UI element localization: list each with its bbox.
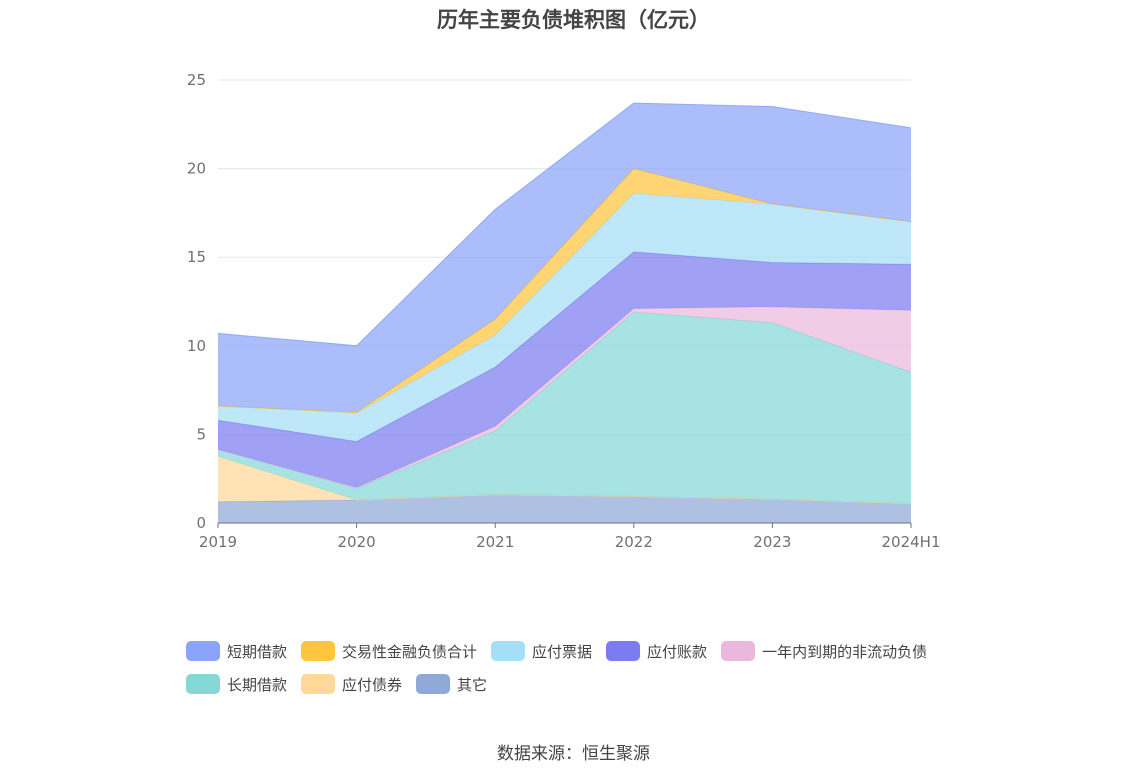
chart-title: 历年主要负债堆积图（亿元） xyxy=(437,8,710,32)
y-tick-label: 10 xyxy=(187,337,206,355)
legend-item[interactable]: 应付债券 xyxy=(301,674,402,695)
legend: 短期借款 交易性金融负债合计 应付票据 应付账款 一年内到期的非流动负债 长期借款 应付债… xyxy=(186,640,986,706)
legend-row: 短期借款 交易性金融负债合计 应付票据 应付账款 一年内到期的非流动负债 xyxy=(186,640,986,662)
x-tick-label: 2021 xyxy=(476,533,514,551)
legend-item[interactable]: 一年内到期的非流动负债 xyxy=(721,641,927,662)
axes: 0 5 10 15 20 25 2019 2020 2021 2022 2023 2024H1 xyxy=(187,71,941,551)
legend-swatch xyxy=(416,674,451,694)
y-tick-label: 5 xyxy=(196,425,206,443)
legend-swatch xyxy=(721,641,756,661)
y-tick-label: 15 xyxy=(187,248,206,266)
area-series xyxy=(218,103,911,413)
area-series-line xyxy=(217,102,912,347)
area-series xyxy=(218,312,911,504)
source-note: 数据来源：恒生聚源 xyxy=(497,744,650,764)
legend-item[interactable]: 交易性金融负债合计 xyxy=(301,641,477,662)
x-tick-label: 2020 xyxy=(338,533,376,551)
legend-swatch xyxy=(186,674,220,694)
legend-item[interactable]: 应付账款 xyxy=(606,641,707,662)
legend-label: 长期借款 xyxy=(227,675,288,694)
legend-label: 应付票据 xyxy=(532,642,593,661)
legend-swatch xyxy=(491,641,526,661)
area-series xyxy=(218,306,911,489)
y-tick-label: 20 xyxy=(187,160,206,178)
legend-label: 应付债券 xyxy=(342,675,403,694)
legend-item[interactable]: 短期借款 xyxy=(186,641,287,662)
legend-item[interactable]: 应付票据 xyxy=(491,641,592,662)
legend-label: 应付账款 xyxy=(647,642,708,661)
legend-swatch xyxy=(186,641,220,661)
area-series xyxy=(218,251,911,488)
area-series xyxy=(218,494,911,523)
stacked-areas xyxy=(217,102,912,523)
legend-row: 长期借款 应付债券 其它 xyxy=(186,673,986,695)
legend-swatch xyxy=(301,641,336,661)
legend-swatch xyxy=(301,674,336,694)
legend-label: 其它 xyxy=(457,675,488,694)
legend-item[interactable]: 长期借款 xyxy=(186,674,287,695)
y-tick-label: 0 xyxy=(196,514,206,532)
x-tick-label: 2023 xyxy=(753,533,791,551)
area-series xyxy=(218,193,911,442)
legend-label: 交易性金融负债合计 xyxy=(342,642,478,661)
area-series xyxy=(218,456,911,504)
legend-item[interactable]: 其它 xyxy=(416,674,487,695)
y-tick-label: 25 xyxy=(187,71,206,89)
legend-swatch xyxy=(606,641,641,661)
x-tick-label: 2022 xyxy=(615,533,653,551)
x-tick-label: 2019 xyxy=(199,533,237,551)
x-tick-label: 2024H1 xyxy=(882,533,941,551)
legend-label: 短期借款 xyxy=(227,642,288,661)
legend-label: 一年内到期的非流动负债 xyxy=(762,642,928,661)
